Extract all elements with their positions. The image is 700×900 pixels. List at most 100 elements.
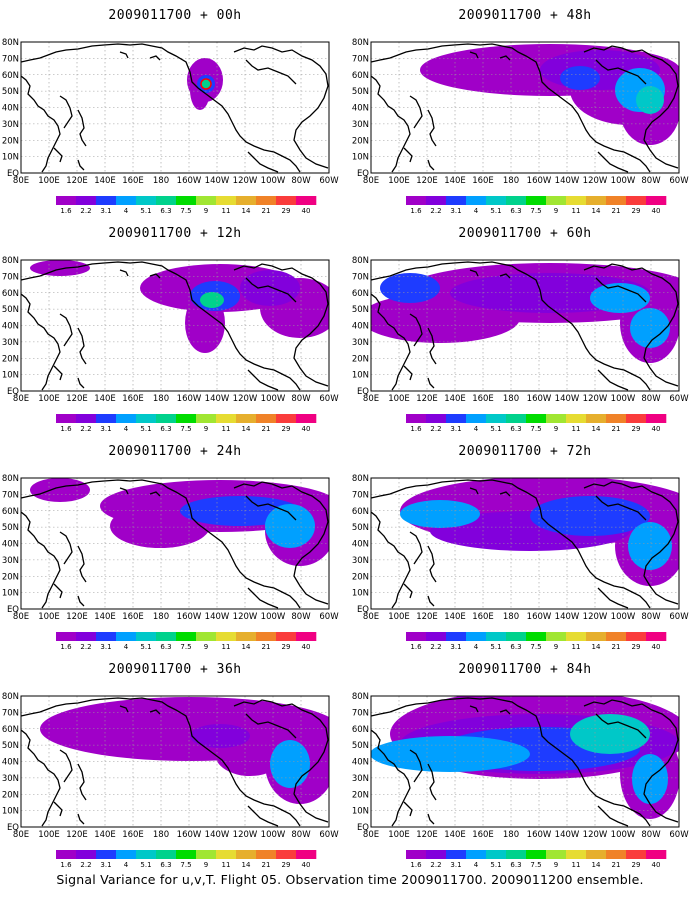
colorbar-label: 1.6	[410, 861, 422, 869]
colorbar-label: 40	[302, 643, 311, 651]
panel-title: 2009011700 + 12h	[108, 226, 242, 241]
lat-tick-label: 10N	[2, 589, 19, 599]
lon-tick-label: 100E	[38, 176, 60, 186]
gridlines	[371, 696, 679, 827]
colorbar-swatch	[566, 632, 587, 641]
colorbar-label: 14	[592, 207, 601, 215]
colorbar-swatch	[566, 414, 587, 423]
lat-tick-label: 20N	[352, 572, 369, 582]
coastline	[371, 75, 411, 173]
colorbar-label: 11	[572, 643, 581, 651]
lat-tick-label: 70N	[352, 272, 369, 282]
lon-tick-label: 140W	[555, 176, 580, 186]
colorbar-label: 11	[222, 425, 231, 433]
lon-tick-label: 100W	[261, 394, 286, 404]
lon-tick-label: 140W	[555, 612, 580, 622]
colorbar-swatch	[236, 414, 257, 423]
lat-tick-label: 80N	[352, 692, 369, 702]
colorbar-label: 3.1	[450, 207, 461, 215]
lon-tick-label: 160E	[472, 176, 494, 186]
colorbar-swatch	[156, 196, 177, 205]
map-background	[21, 42, 329, 173]
coastline	[53, 583, 63, 599]
coastline	[403, 801, 413, 817]
lon-tick-label: 80W	[291, 394, 311, 404]
colorbar-label: 40	[302, 207, 311, 215]
colorbar-label: 11	[222, 643, 231, 651]
coastline	[77, 595, 85, 607]
lon-tick-label: 120E	[66, 830, 88, 840]
lat-tick-label: 40N	[352, 540, 369, 550]
gridlines	[371, 42, 679, 173]
colorbar-label: 5.1	[140, 861, 151, 869]
lat-tick-label: 50N	[2, 87, 19, 97]
coastline	[21, 75, 61, 173]
lat-tick-label: 30N	[2, 120, 19, 130]
colorbar-label: 21	[612, 861, 621, 869]
coastline	[245, 495, 297, 521]
lat-tick-label: 10N	[2, 371, 19, 381]
colorbar-label: 40	[652, 425, 661, 433]
colorbar-swatch	[116, 414, 137, 423]
colorbar-label: 11	[572, 207, 581, 215]
coastline	[53, 147, 63, 163]
coastlines	[21, 697, 329, 827]
variance-contour	[200, 292, 224, 308]
colorbar-swatch	[176, 632, 197, 641]
colorbar-swatch	[116, 632, 137, 641]
lon-tick-label: 120W	[583, 176, 608, 186]
coastline	[21, 479, 301, 609]
colorbar-swatch	[566, 850, 587, 859]
gridlines	[21, 696, 329, 827]
lon-tick-label: 140W	[205, 394, 230, 404]
lon-tick-label: 80W	[641, 830, 661, 840]
lon-tick-label: 160E	[122, 830, 144, 840]
lat-tick-label: EQ	[357, 605, 369, 615]
lat-tick-label: 10N	[2, 153, 19, 163]
colorbar-label: 7.5	[530, 207, 541, 215]
colorbar-label: 6.3	[160, 425, 171, 433]
colorbar-swatch	[296, 196, 317, 205]
colorbar-swatch	[646, 632, 667, 641]
colorbar-label: 7.5	[180, 425, 191, 433]
lon-tick-label: 120W	[233, 394, 258, 404]
variance-contour	[636, 86, 664, 114]
lon-tick-label: 120W	[583, 612, 608, 622]
colorbar-label: 4	[124, 207, 129, 215]
lon-tick-label: 60W	[319, 612, 339, 622]
colorbar-swatch	[446, 196, 467, 205]
coastline	[77, 159, 85, 171]
coastline	[119, 487, 129, 495]
lon-tick-label: 140E	[444, 394, 466, 404]
coastline	[119, 51, 129, 59]
coastline	[371, 511, 411, 609]
lon-tick-label: 160W	[527, 176, 552, 186]
colorbar-label: 21	[262, 861, 271, 869]
colorbar-swatch	[486, 632, 507, 641]
lon-tick-label: 100W	[261, 176, 286, 186]
colorbar-swatch	[646, 196, 667, 205]
colorbar-label: 21	[612, 207, 621, 215]
variance-contour	[190, 724, 250, 748]
colorbar-swatch	[526, 196, 547, 205]
lon-tick-label: 100E	[388, 612, 410, 622]
lat-tick-label: 80N	[2, 38, 19, 48]
colorbar: 1.6 2.2 3.1 4 5.1 6.3 7.5 9 11 14 21 29 40	[56, 414, 317, 433]
map-frame	[20, 695, 330, 828]
coastline	[371, 43, 651, 173]
coastline	[21, 293, 61, 391]
colorbar-label: 29	[632, 643, 641, 651]
variance-contour	[265, 504, 315, 548]
colorbar-swatch	[196, 850, 217, 859]
colorbar-swatch	[546, 414, 567, 423]
colorbar-label: 1.6	[60, 425, 72, 433]
colorbar-label: 14	[242, 643, 251, 651]
coastline	[119, 269, 129, 277]
colorbar-swatch	[626, 414, 647, 423]
colorbar: 1.6 2.2 3.1 4 5.1 6.3 7.5 9 11 14 21 29 40	[56, 196, 317, 215]
colorbar-label: 6.3	[510, 643, 521, 651]
variance-contour	[560, 66, 600, 90]
lat-tick-label: 40N	[2, 540, 19, 550]
colorbar-label: 5.1	[140, 425, 151, 433]
